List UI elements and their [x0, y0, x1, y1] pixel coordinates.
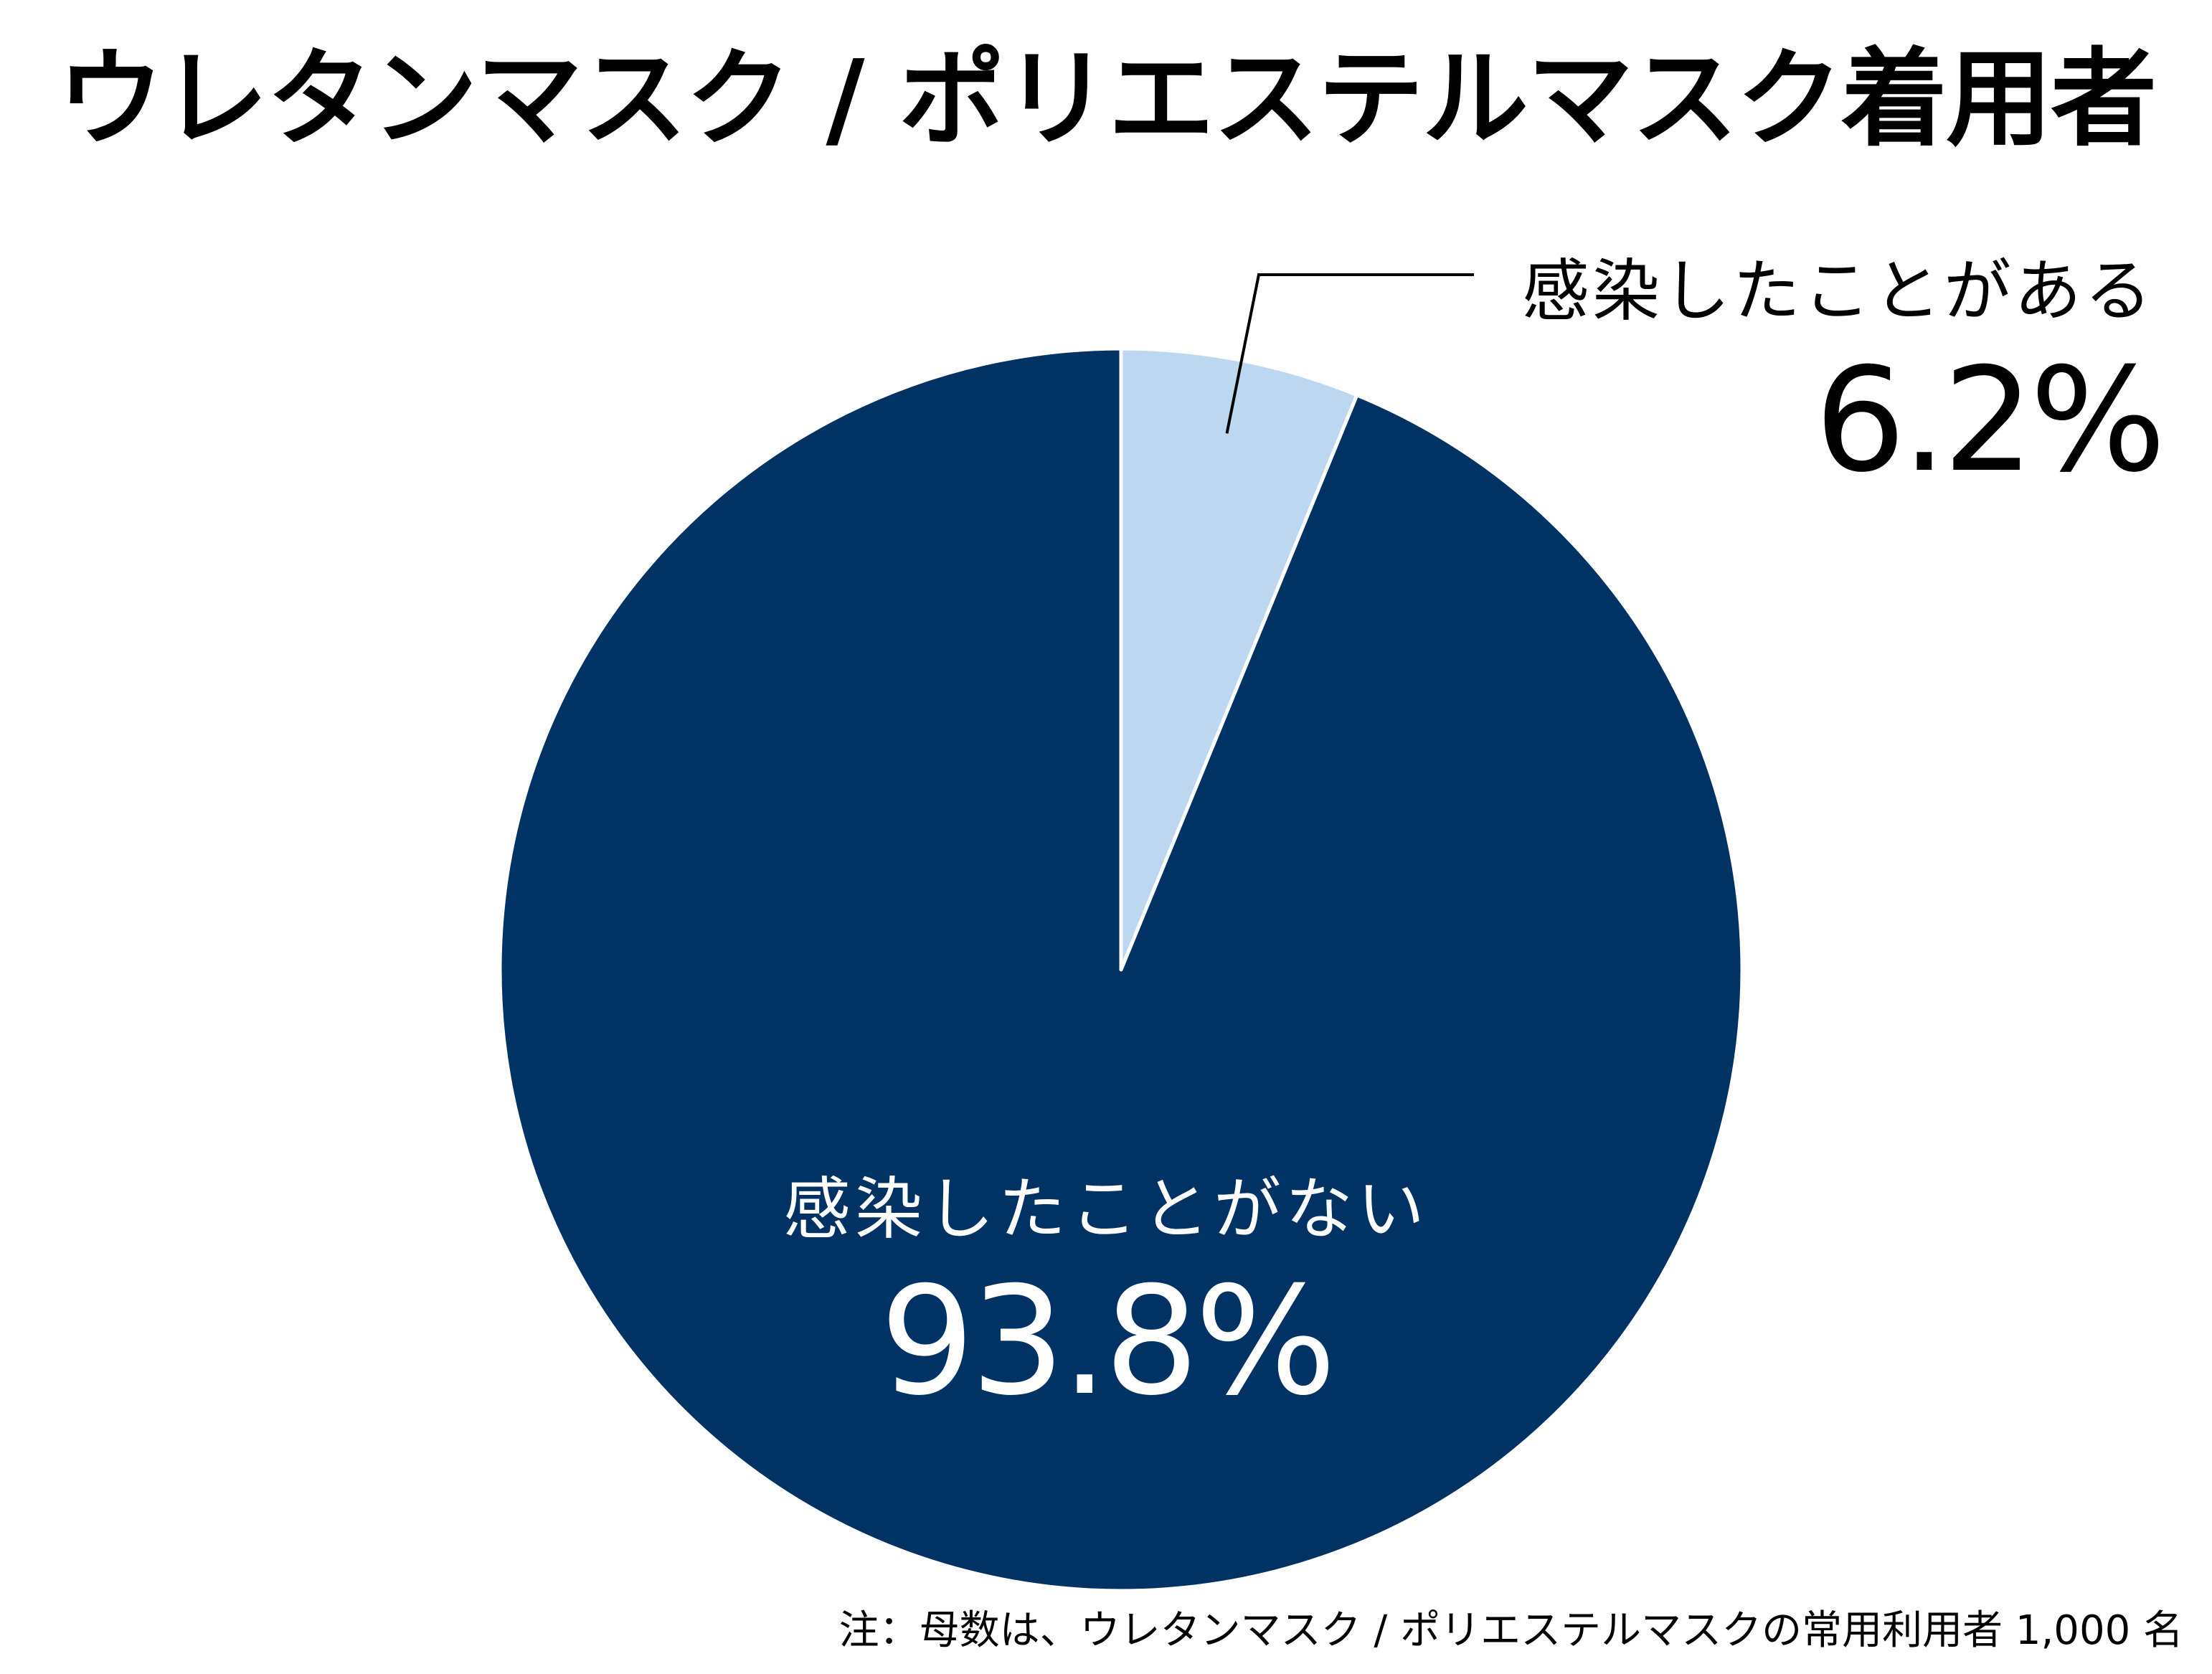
- pie-slice-1: [498, 346, 1744, 1593]
- slice-value-not-infected: 93.8%: [879, 1255, 1337, 1429]
- footnote: 注：母数は、ウレタンマスク / ポリエステルマスクの常用利用者 1,000 名: [838, 1607, 2183, 1654]
- slice-value-infected: 6.2%: [1814, 337, 2166, 504]
- leader-line-infected: [1225, 273, 1474, 434]
- slice-label-infected: 感染したことがある: [1521, 252, 2155, 331]
- slice-label-not-infected: 感染したことがない: [783, 1171, 1429, 1249]
- chart-title: ウレタンマスク / ポリエステルマスク着用者: [57, 37, 2157, 161]
